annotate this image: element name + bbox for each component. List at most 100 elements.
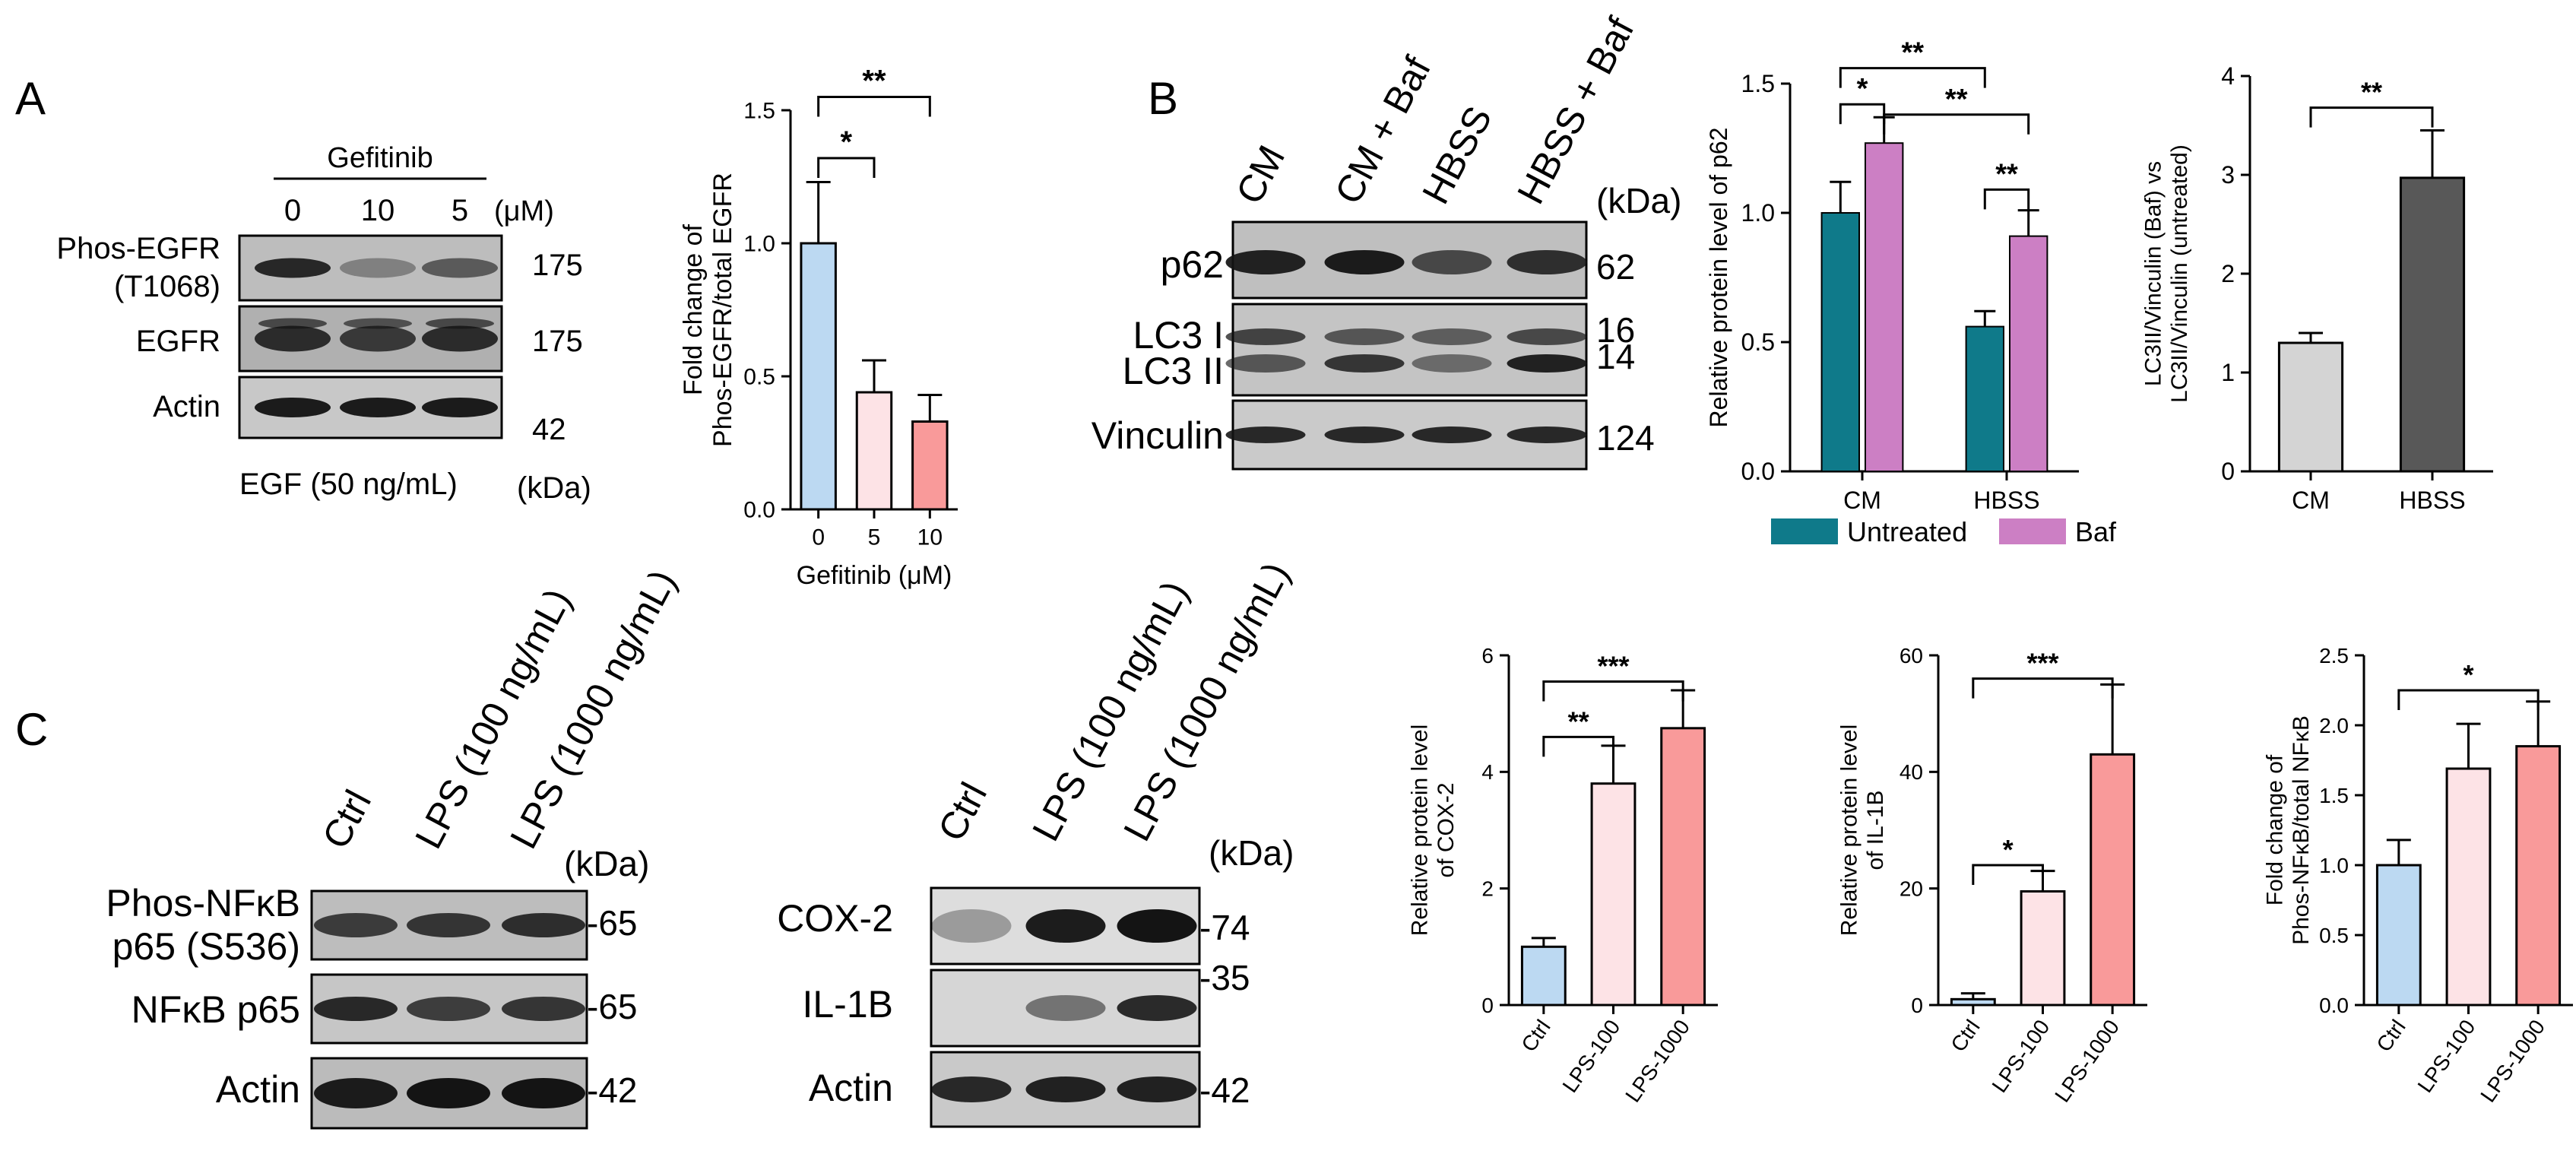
significance-bracket bbox=[1972, 677, 2114, 699]
significance-label: ** bbox=[862, 65, 886, 98]
x-axis-label: Gefitinib (μM) bbox=[797, 561, 952, 590]
kda-label: (kDa) bbox=[1596, 181, 1681, 220]
bar bbox=[1590, 782, 1637, 1007]
x-tick-label: HBSS bbox=[2399, 487, 2465, 514]
kda-value: -65 bbox=[587, 987, 637, 1026]
y-tick-label: 0 bbox=[1911, 994, 1923, 1017]
kda-value: -35 bbox=[1199, 958, 1250, 997]
legend-label: Untreated bbox=[1847, 516, 1967, 547]
y-tick-label: 1.0 bbox=[743, 232, 775, 257]
kda-value: -65 bbox=[587, 903, 637, 943]
panel-letters: A B C bbox=[15, 73, 1178, 755]
y-tick-label: 0.0 bbox=[2319, 994, 2349, 1017]
kda-value: 16 bbox=[1596, 310, 1635, 350]
bar bbox=[911, 420, 949, 511]
row-label: Actin bbox=[809, 1067, 893, 1109]
chart-b-p62: 0.0 0.5 1.0 1.5 Relative protein level of p6… bbox=[1705, 37, 2117, 547]
row-label: EGFR bbox=[136, 325, 220, 358]
y-tick-label: 1.0 bbox=[1741, 199, 1775, 227]
kda-value: 124 bbox=[1596, 418, 1655, 458]
kda-label: (kDa) bbox=[564, 844, 649, 883]
blot-band bbox=[1117, 909, 1197, 943]
bar bbox=[1965, 325, 2005, 472]
bar bbox=[2399, 176, 2466, 473]
row-label: Phos-NFκB bbox=[106, 882, 300, 924]
lane-label: 10 bbox=[361, 194, 395, 227]
x-tick-label: HBSS bbox=[1973, 487, 2039, 514]
y-tick-label: 1.5 bbox=[1741, 70, 1775, 97]
significance-label: * bbox=[2003, 834, 2014, 865]
blot-band bbox=[1025, 995, 1106, 1021]
blot-band bbox=[314, 913, 398, 937]
y-axis-label: LC3II/Vinculin (Baf) vs bbox=[2140, 161, 2166, 386]
x-tick-label: LPS-1000 bbox=[1621, 1016, 1694, 1107]
blot-band bbox=[1324, 250, 1405, 274]
blot-band bbox=[314, 997, 398, 1021]
row-label: Actin bbox=[216, 1068, 300, 1111]
y-tick-label: 1.5 bbox=[743, 99, 775, 124]
x-tick-label: LPS-100 bbox=[2413, 1016, 2480, 1097]
row-label: COX-2 bbox=[777, 897, 893, 940]
x-tick-label: Ctrl bbox=[2372, 1016, 2410, 1056]
bar bbox=[1950, 997, 1996, 1007]
lane-label: 5 bbox=[452, 194, 468, 227]
blot-band bbox=[422, 325, 498, 352]
blot-band bbox=[340, 258, 416, 278]
western-blot-c-nfkb: Ctrl LPS (100 ng/mL)LPS (1000 ng/mL)(kDa)… bbox=[106, 563, 684, 1130]
blot-band bbox=[1025, 1076, 1106, 1102]
kda-value: -42 bbox=[1199, 1070, 1250, 1110]
lane-label: CM bbox=[1228, 138, 1293, 211]
kda-value: -74 bbox=[1199, 908, 1250, 947]
row-label: Vinculin bbox=[1092, 414, 1224, 457]
y-axis-label: Relative protein level bbox=[1408, 725, 1433, 936]
lane-label: LPS (1000 ng/mL) bbox=[1115, 556, 1298, 848]
blot-band bbox=[1412, 354, 1492, 373]
significance-label: *** bbox=[1597, 651, 1629, 682]
y-axis-label: of COX-2 bbox=[1434, 782, 1459, 877]
y-tick-label: 0.5 bbox=[2319, 924, 2349, 947]
row-label: LC3 I bbox=[1133, 314, 1224, 357]
y-tick-label: 2 bbox=[2221, 260, 2235, 287]
blot-header: Gefitinib bbox=[327, 142, 433, 174]
y-axis-label: Fold change of bbox=[2263, 754, 2288, 905]
significance-bracket bbox=[2309, 106, 2434, 128]
blot-footer: EGF (50 ng/mL) bbox=[239, 468, 458, 501]
lane-label: Ctrl bbox=[314, 783, 379, 855]
x-tick-label: LPS-100 bbox=[1988, 1016, 2055, 1097]
blot-band bbox=[931, 1076, 1012, 1102]
significance-label: *** bbox=[2026, 648, 2058, 679]
blot-band bbox=[1412, 328, 1492, 345]
y-tick-label: 0.5 bbox=[743, 365, 775, 390]
significance-label: ** bbox=[1945, 84, 1968, 116]
y-tick-label: 4 bbox=[1481, 760, 1494, 784]
y-tick-label: 0 bbox=[1481, 994, 1494, 1017]
bar bbox=[1520, 945, 1567, 1007]
y-tick-label: 6 bbox=[1481, 644, 1494, 667]
kda-value: 175 bbox=[532, 249, 583, 282]
significance-bracket bbox=[1972, 864, 2044, 885]
blot-band bbox=[407, 997, 490, 1021]
significance-bracket bbox=[1542, 735, 1614, 757]
x-tick-label: Ctrl bbox=[1946, 1016, 1984, 1056]
y-tick-label: 0 bbox=[2221, 458, 2235, 485]
y-axis-label: of IL-1B bbox=[1863, 790, 1888, 870]
y-axis-label: Phos-EGFR/total EGFR bbox=[708, 173, 737, 447]
blot-band bbox=[1225, 354, 1306, 373]
western-blot-a: Gefitinib 0 10 5 (μM) Phos-EGFR (T1068) EGFR Act… bbox=[56, 142, 591, 505]
kda-label: (kDa) bbox=[1209, 833, 1294, 873]
legend-label: Baf bbox=[2075, 516, 2117, 547]
kda-label: (kDa) bbox=[517, 471, 591, 505]
x-tick-label: CM bbox=[2292, 487, 2330, 514]
blot-band bbox=[1225, 328, 1306, 345]
bar bbox=[2277, 341, 2344, 473]
significance-label: * bbox=[2463, 659, 2473, 690]
blot-band bbox=[1507, 250, 1587, 274]
significance-bracket bbox=[1839, 67, 1986, 88]
y-tick-label: 1.0 bbox=[2319, 854, 2349, 877]
y-tick-label: 2 bbox=[1481, 877, 1494, 900]
chart-b-lc3: 0 1 2 3 4 LC3II/Vinculin (Baf) vs LC3II/Vincul… bbox=[2140, 62, 2493, 514]
y-axis-label: LC3II/Vinculin (untreated) bbox=[2167, 144, 2192, 403]
blot-band bbox=[1324, 426, 1405, 443]
y-tick-label: 1.5 bbox=[2319, 784, 2349, 807]
bar bbox=[1865, 142, 1904, 472]
